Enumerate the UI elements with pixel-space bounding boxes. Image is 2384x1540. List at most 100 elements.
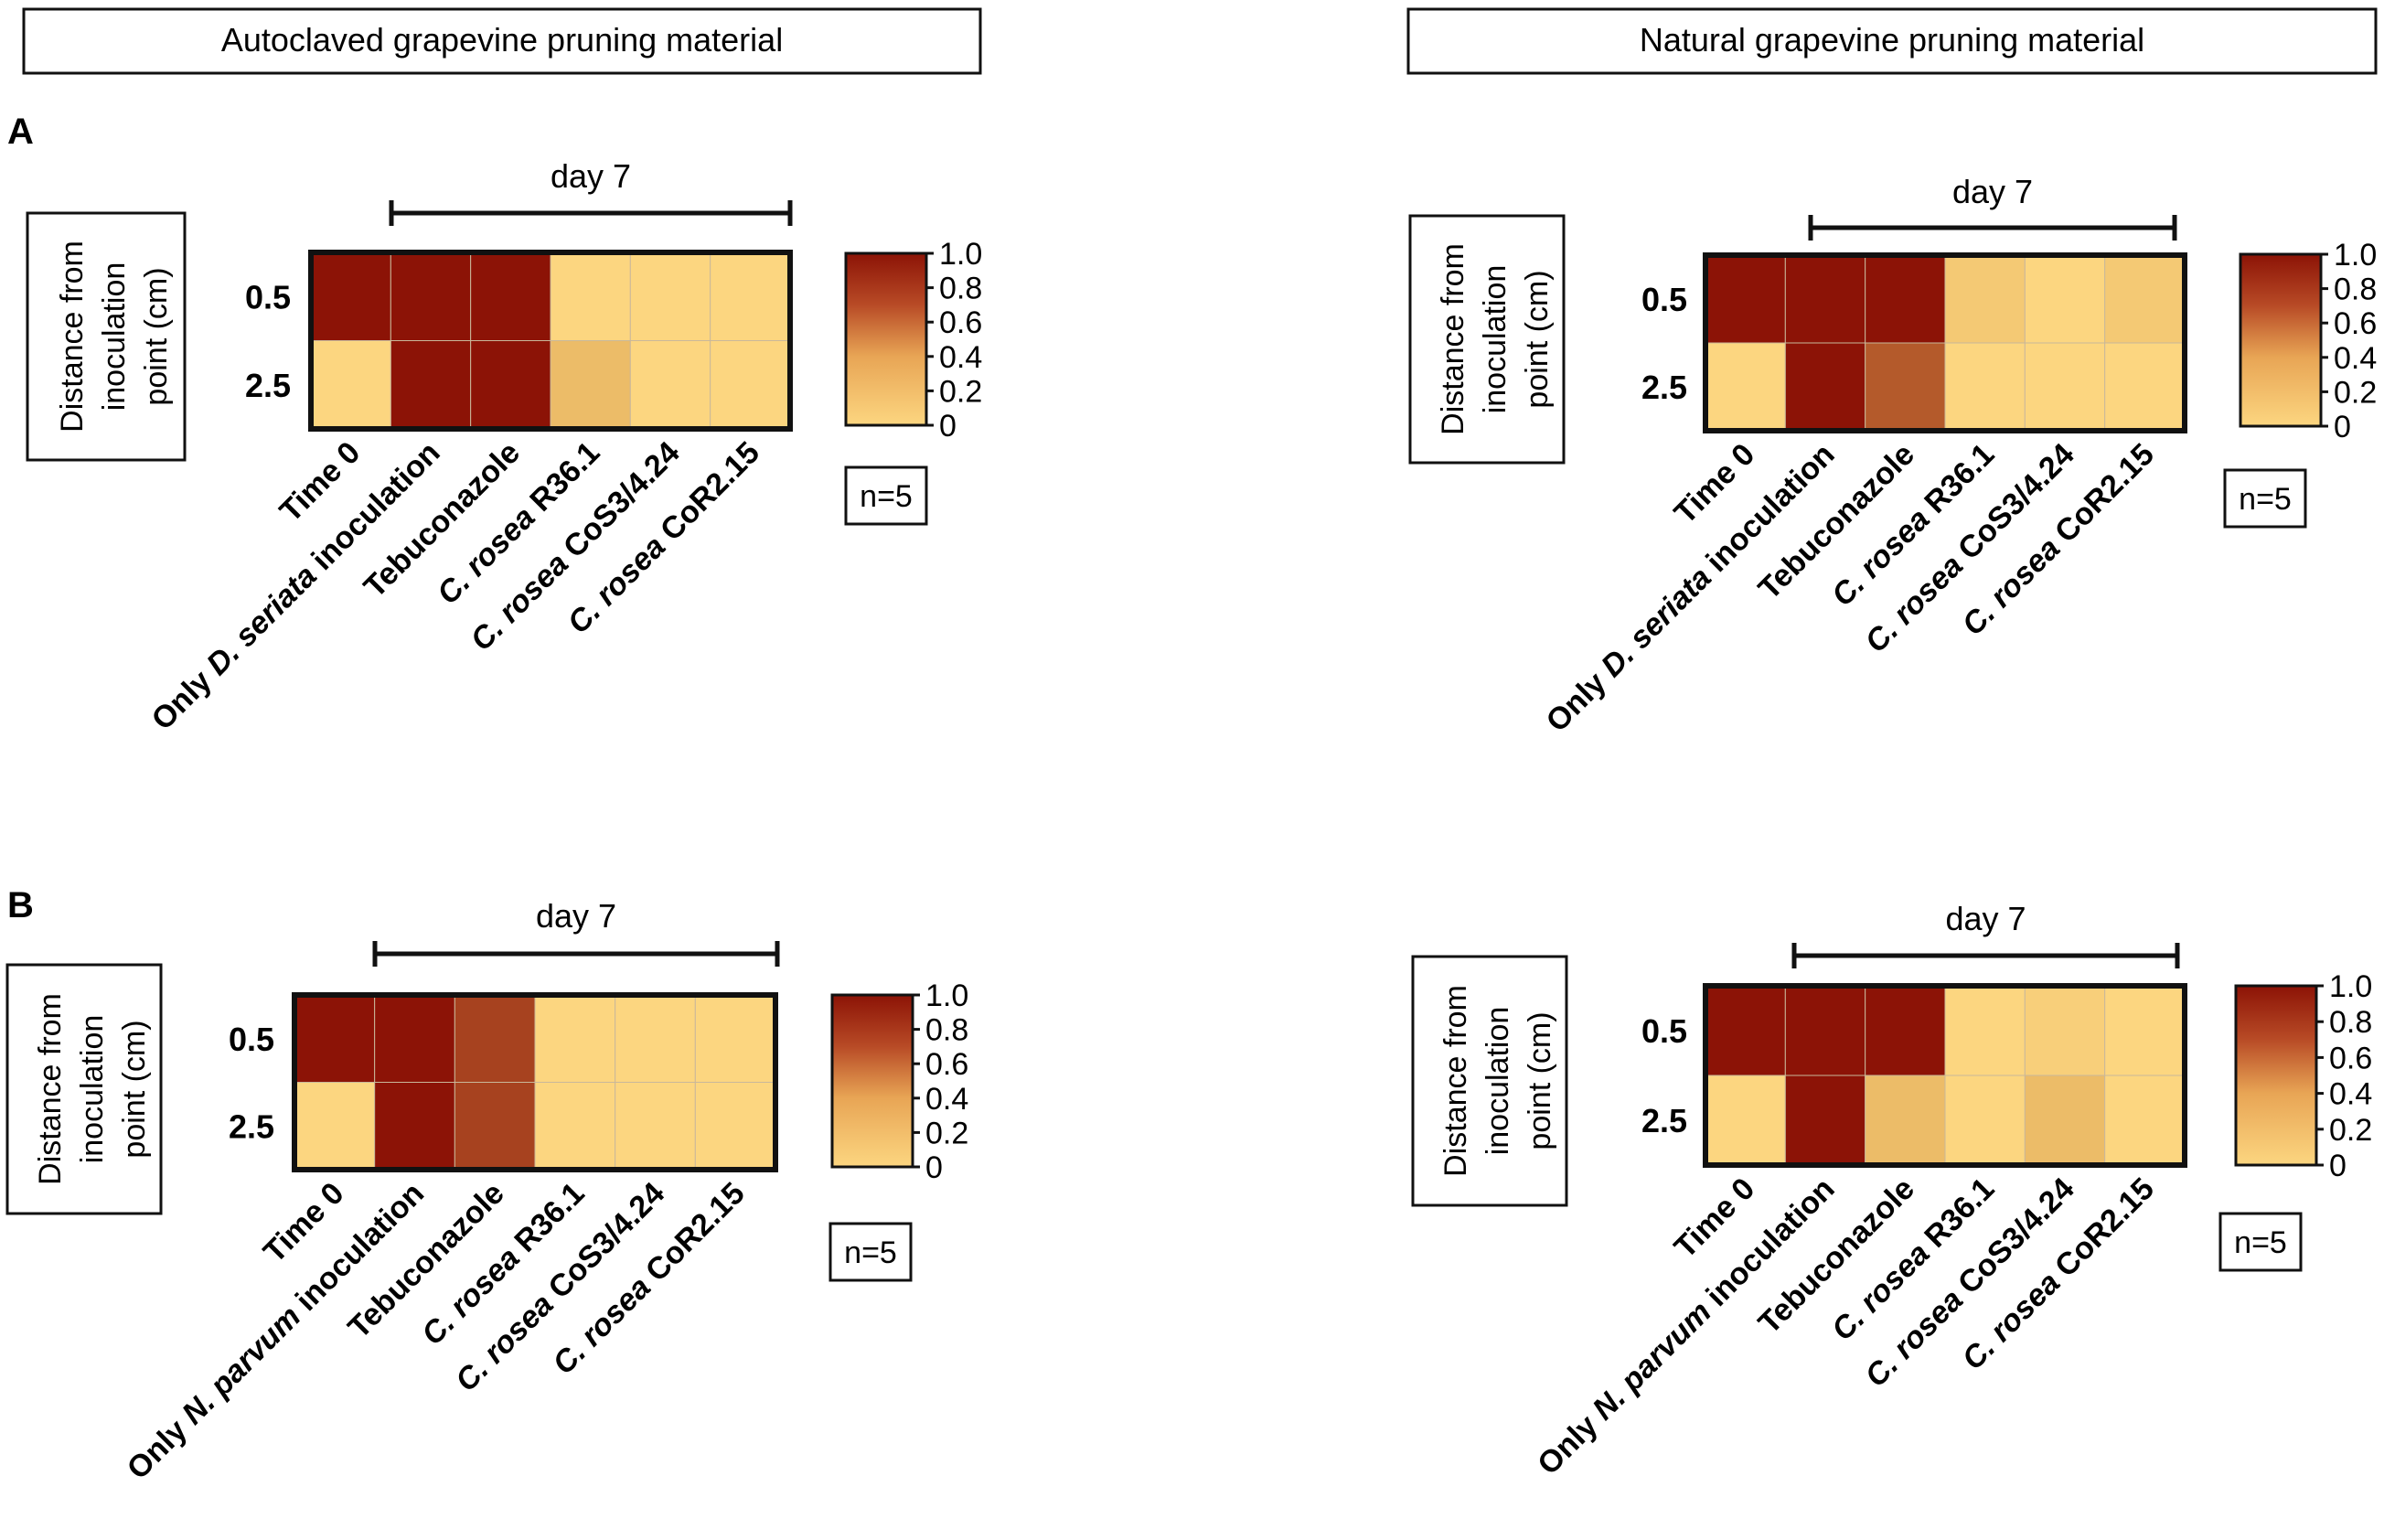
colorbar-tick-label: 1.0 [2334,238,2377,273]
n-box [829,1222,913,1282]
colorbar-tick-label: 0.4 [2329,1077,2372,1112]
heatmap-cell [310,251,391,341]
heatmap-frame [308,250,793,432]
row-label: 0.5 [229,1021,274,1058]
header-right: Natural grapevine pruning material [1406,7,2378,75]
heatmap-cell [2104,985,2186,1076]
heatmap-cell [615,1082,696,1171]
ylabel-box [1411,955,1568,1207]
colorbar-tick-label: 0.6 [2334,306,2377,341]
ylabel-text: Distance from inoculation point (cm) [1436,243,1555,435]
day7-label: day 7 [536,897,616,935]
heatmap-cell [1784,985,1866,1076]
colorbar [2239,252,2323,428]
colorbar-tick-label: 0 [925,1150,943,1185]
heatmap-cell [1944,254,2026,344]
heatmap-frame [1703,252,2187,433]
row-label: 2.5 [229,1107,274,1145]
heatmap-cell [2024,254,2106,344]
column-label-italic: N. parvum [1586,1295,1717,1427]
heatmap-cell [1865,985,1946,1076]
heatmap-cell [1944,985,2026,1076]
heatmap-cell [629,340,711,430]
colorbar [844,251,928,427]
column-label: Only N. parvum inoculation [121,1176,431,1486]
colorbar-tick-label: 0.4 [925,1082,968,1117]
panel-label-b: B [7,885,34,925]
heatmap-cell [470,340,551,430]
heatmap-cell [1944,1075,2026,1166]
heatmap-cell [710,340,791,430]
heatmap-cell [710,251,791,341]
heatmap-cell [550,251,631,341]
ylabel-line: Distance from [55,241,90,433]
ylabel-box [1408,214,1566,465]
ylabel-line: point (cm) [117,1020,152,1158]
day7-label: day 7 [1952,173,2033,210]
n-label: n=5 [844,1235,897,1270]
heatmap-cell [1784,1075,1866,1166]
ylabel-line: inoculation [75,1015,110,1164]
heatmap-cell [1784,342,1866,432]
header-left: Autoclaved grapevine pruning material [22,7,982,75]
colorbar-tick-label: 0.6 [939,305,982,340]
colorbar-tick-label: 1.0 [2329,969,2372,1004]
column-label-italic: D. seriata [1595,561,1718,684]
ylabel-line: Distance from [33,993,68,1185]
heatmap-cell [454,994,536,1083]
heatmap-a-natural: Distance from inoculation point (cm) day 7 0… [1408,173,2377,739]
colorbar-tick-label: 0.8 [2334,273,2377,307]
n-box [844,465,928,526]
colorbar-tick-label: 0.8 [939,272,982,306]
day7-label: day 7 [551,157,631,195]
colorbar-tick-label: 0.4 [939,340,982,375]
ylabel-line: inoculation [1481,1007,1515,1156]
header-right-text: Natural grapevine pruning material [1640,21,2144,59]
heatmap-cell [1944,342,2026,432]
row-label: 2.5 [1641,369,1687,406]
ylabel-line: point (cm) [139,267,174,405]
row-label: 0.5 [1641,1012,1687,1050]
header-left-text: Autoclaved grapevine pruning material [221,21,783,59]
ylabel-line: Distance from [1436,243,1470,435]
colorbar-tick-label: 0.2 [939,374,982,409]
heatmap-cell [2104,342,2186,432]
ylabel-line: point (cm) [1520,270,1555,408]
day7-label: day 7 [1945,900,2026,937]
colorbar-tick-label: 0.6 [2329,1041,2372,1075]
heatmap-cell [2104,1075,2186,1166]
heatmap-cell [1705,985,1786,1076]
ylabel-text: Distance from inoculation point (cm) [33,993,152,1185]
colorbar-tick-label: 0.8 [925,1013,968,1048]
n-label: n=5 [2239,482,2292,517]
colorbar-tick-label: 1.0 [939,237,982,272]
ylabel-line: inoculation [97,262,132,412]
ylabel-line: inoculation [1478,265,1513,414]
heatmap-cell [1865,342,1946,432]
heatmap-cell [1865,254,1946,344]
colorbar [2234,984,2318,1167]
heatmap-cell [374,994,455,1083]
colorbar-tick-label: 0.2 [2334,375,2377,410]
heatmap-a-autoclaved: Distance from inoculation point (cm) day 7 0… [26,157,982,737]
ylabel-text: Distance from inoculation point (cm) [1438,985,1557,1177]
header-left-box [22,7,982,75]
heatmap-cell [390,251,472,341]
n-box [2223,468,2307,529]
column-label-italic: D. seriata [200,559,324,682]
heatmap-b-natural: Distance from inoculation point (cm) day 7 0… [1411,900,2372,1481]
row-label: 2.5 [1641,1102,1687,1139]
heatmap-cell [470,251,551,341]
heatmap-cell [615,994,696,1083]
heatmap-cell [294,1082,376,1171]
heatmap-frame [292,992,778,1172]
heatmap-cell [454,1082,536,1171]
ylabel-line: Distance from [1438,985,1473,1177]
header-right-box [1406,7,2378,75]
ylabel-text: Distance from inoculation point (cm) [55,241,174,433]
heatmap-cell [1705,1075,1786,1166]
row-label: 2.5 [245,367,291,404]
heatmap-cell [534,1082,616,1171]
colorbar-tick-label: 0.2 [925,1116,968,1150]
